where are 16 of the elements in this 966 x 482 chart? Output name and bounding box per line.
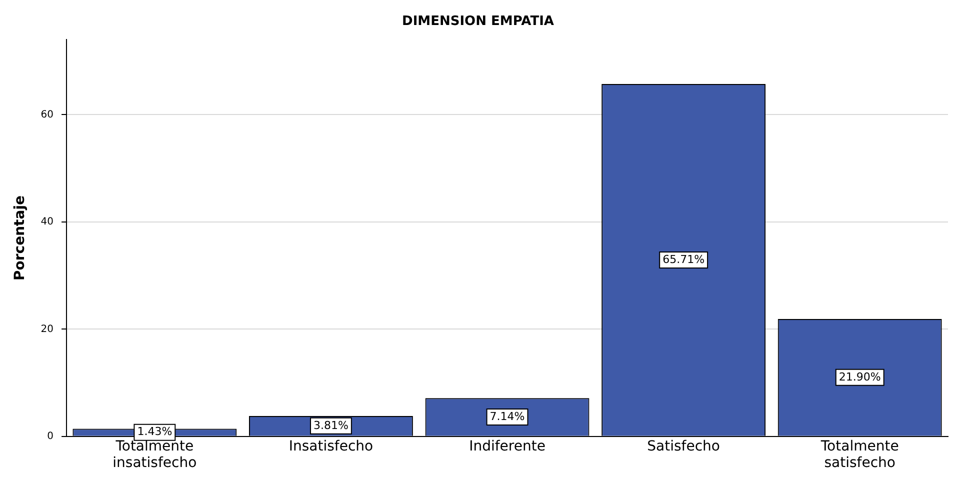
y-tick-label: 40 <box>40 216 54 228</box>
x-tick-label: Insatisfecho <box>288 438 374 454</box>
chart-title: DIMENSION EMPATIA <box>402 14 554 30</box>
x-tick-label: Satisfecho <box>647 438 720 454</box>
x-tick-label: Totalmente satisfecho <box>820 438 899 472</box>
data-label: 65.71% <box>662 252 705 266</box>
data-label: 3.81% <box>313 418 348 432</box>
x-tick-label: Totalmente insatisfecho <box>112 438 197 472</box>
y-tick-label: 60 <box>40 109 54 120</box>
data-label: 21.90% <box>838 370 881 384</box>
data-label: 7.14% <box>490 410 525 423</box>
y-axis-title: Porcentaje <box>12 196 28 280</box>
data-label: 1.43% <box>137 425 172 438</box>
x-tick-label: Indiferente <box>469 438 546 454</box>
y-tick-label: 0 <box>47 430 54 442</box>
y-tick-label: 20 <box>40 324 54 335</box>
